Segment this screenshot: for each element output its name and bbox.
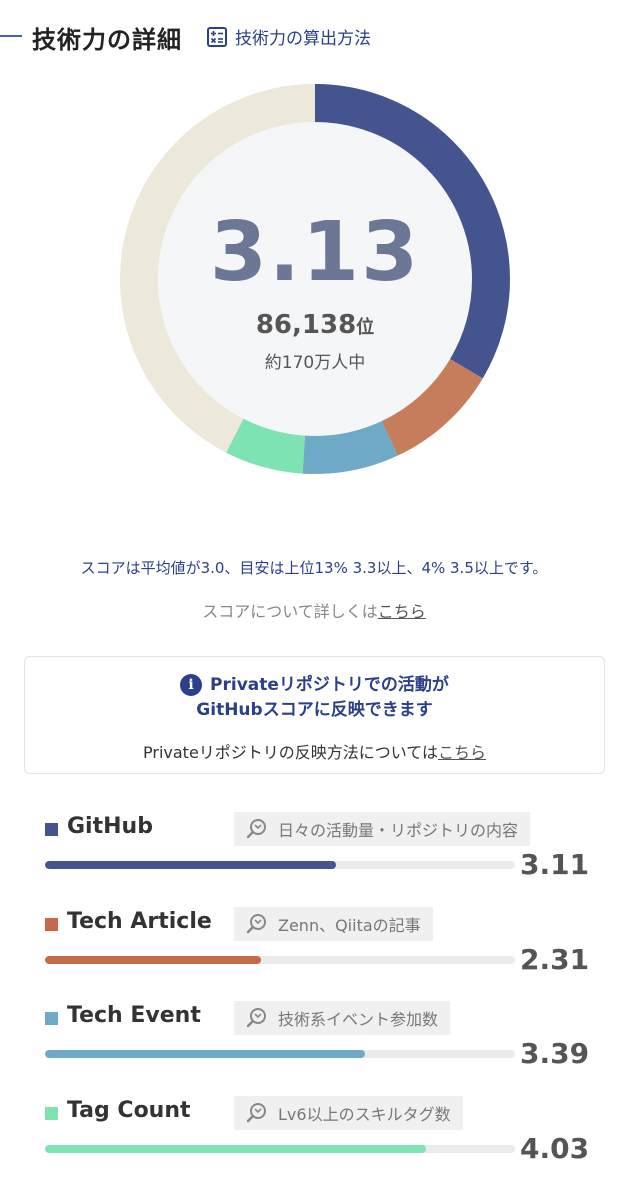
score-note: スコアは平均値が3.0、目安は上位13% 3.3以上、4% 3.5以上です。: [80, 559, 548, 577]
score-donut-chart: 3.13 86,138位 約170万人中: [118, 82, 512, 476]
category-github: GitHub 日々の活動量・リポジトリの内容 3.11: [0, 812, 628, 892]
private-repo-sub-prefix: Privateリポジトリの反映方法については: [143, 743, 438, 762]
category-bar-fill: [45, 861, 337, 869]
rank-unit: 位: [356, 317, 375, 338]
category-tag-label: Zenn、Qiitaの記事: [278, 916, 421, 935]
category-name: Tech Article: [67, 909, 212, 934]
category-bar-track: [45, 1050, 515, 1058]
rank-text: 86,138位: [118, 310, 512, 340]
category-value: 3.11: [520, 848, 590, 881]
category-bar-fill: [45, 956, 262, 964]
search-detail-icon: [246, 818, 268, 840]
total-score: 3.13: [209, 205, 421, 300]
private-repo-title-line1: Privateリポジトリでの活動が: [210, 675, 449, 695]
total-users: 約170万人中: [264, 353, 366, 373]
calc-method-link[interactable]: 技術力の算出方法: [207, 24, 371, 49]
private-repo-title: i Privateリポジトリでの活動が GitHubスコアに反映できます: [25, 673, 604, 723]
category-tech-event: Tech Event 技術系イベント参加数 3.39: [0, 1001, 628, 1081]
rank-number: 86,138: [255, 310, 357, 340]
info-icon: i: [180, 674, 203, 696]
private-repo-notice: i Privateリポジトリでの活動が GitHubスコアに反映できます Priv…: [24, 656, 605, 774]
search-detail-icon: [246, 913, 268, 935]
category-color-square: [45, 918, 58, 931]
page-title: 技術力の詳細: [32, 26, 182, 54]
category-tag-count: Tag Count Lv6以上のスキルタグ数 4.03: [0, 1096, 628, 1176]
category-bar-track: [45, 1145, 515, 1153]
search-detail-icon: [246, 1007, 268, 1029]
category-color-square: [45, 1012, 58, 1025]
section-header: 技術力の詳細 技術力の算出方法: [0, 14, 628, 58]
category-color-square: [45, 823, 58, 836]
donut-segment-tech-event: [120, 84, 510, 474]
category-bar-track: [45, 861, 515, 869]
private-repo-title-line2: GitHubスコアに反映できます: [196, 700, 433, 720]
search-detail-icon: [246, 1102, 268, 1124]
category-value: 4.03: [520, 1132, 590, 1165]
category-bar-fill: [45, 1050, 365, 1058]
category-tag[interactable]: 日々の活動量・リポジトリの内容: [234, 812, 531, 846]
category-bar-fill: [45, 1145, 426, 1153]
donut-svg: [120, 84, 510, 474]
category-tag[interactable]: Zenn、Qiitaの記事: [234, 907, 433, 941]
header-accent-line: [0, 35, 22, 37]
score-more: スコアについて詳しくはこちら: [0, 598, 628, 622]
category-name: Tech Event: [67, 1003, 201, 1028]
category-value: 3.39: [520, 1037, 590, 1070]
category-tag[interactable]: 技術系イベント参加数: [234, 1001, 451, 1035]
score-more-prefix: スコアについて詳しくは: [202, 602, 378, 621]
score-more-link[interactable]: こちら: [377, 602, 426, 621]
category-tag-label: 日々の活動量・リポジトリの内容: [278, 821, 519, 840]
calc-method-label: 技術力の算出方法: [235, 29, 371, 49]
donut-center-disc: [158, 122, 472, 436]
category-value: 2.31: [520, 943, 590, 976]
category-tag[interactable]: Lv6以上のスキルタグ数: [234, 1096, 463, 1130]
calculator-icon: [207, 26, 227, 47]
donut-segment-github: [120, 84, 510, 474]
category-name: Tag Count: [67, 1098, 191, 1123]
category-bar-track: [45, 956, 515, 964]
category-color-square: [45, 1107, 58, 1120]
private-repo-sub: Privateリポジトリの反映方法についてはこちら: [25, 739, 604, 763]
category-tag-label: 技術系イベント参加数: [278, 1010, 439, 1029]
private-repo-link[interactable]: こちら: [437, 743, 486, 762]
category-tech-article: Tech Article Zenn、Qiitaの記事 2.31: [0, 907, 628, 987]
score-summary: 3.13 86,138位 約170万人中: [118, 82, 512, 476]
category-name: GitHub: [67, 814, 153, 839]
category-tag-label: Lv6以上のスキルタグ数: [278, 1105, 451, 1124]
